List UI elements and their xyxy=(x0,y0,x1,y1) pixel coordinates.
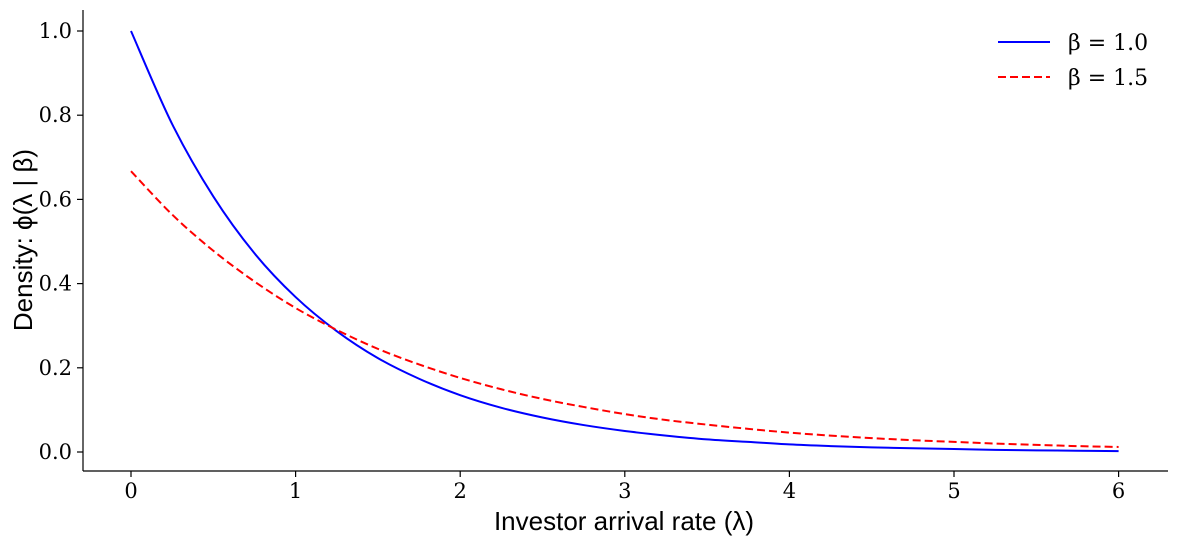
x-tick-label: 1 xyxy=(289,479,302,503)
legend-label-beta-1-5: β = 1.5 xyxy=(1068,66,1148,91)
y-tick-label: 1.0 xyxy=(39,19,72,43)
x-tick-label: 4 xyxy=(783,479,796,503)
x-tick-label: 0 xyxy=(124,479,137,503)
y-tick-label: 0.0 xyxy=(39,440,72,464)
series-line-beta-1-0 xyxy=(130,30,1119,453)
ticks: 0 1 2 3 4 5 6 0.0 0.2 0.4 0.6 0.8 1.0 xyxy=(39,19,1126,503)
x-tick-label: 2 xyxy=(454,479,467,503)
axes xyxy=(82,10,1168,472)
y-tick-label: 0.6 xyxy=(39,187,72,211)
x-tick-label: 5 xyxy=(947,479,960,503)
x-tick-label: 3 xyxy=(618,479,631,503)
legend-label-beta-1-0: β = 1.0 xyxy=(1068,31,1148,56)
y-tick-label: 0.2 xyxy=(39,356,72,380)
y-tick-label: 0.8 xyxy=(39,103,72,127)
series-layer xyxy=(130,30,1119,453)
x-axis-label: Investor arrival rate (λ) xyxy=(494,506,754,536)
x-tick-label: 6 xyxy=(1112,479,1125,503)
series-line-beta-1-5 xyxy=(130,170,1119,448)
legend: β = 1.0 β = 1.5 xyxy=(998,31,1148,91)
y-tick-label: 0.4 xyxy=(39,272,72,296)
y-axis-label: Density: ϕ(λ | β) xyxy=(8,149,38,331)
